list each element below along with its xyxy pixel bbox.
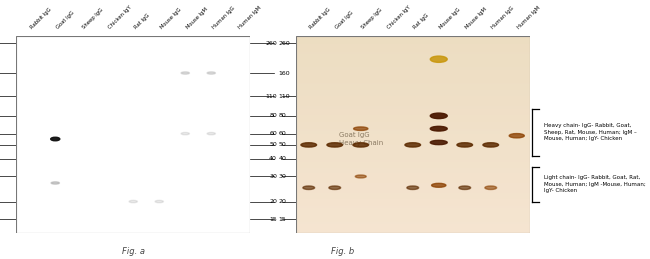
Text: Mouse IgM: Mouse IgM	[185, 7, 209, 30]
Ellipse shape	[329, 186, 341, 190]
Text: Human IgM: Human IgM	[517, 5, 541, 30]
Ellipse shape	[353, 143, 369, 147]
Ellipse shape	[129, 200, 137, 203]
Text: Goat IgG: Goat IgG	[335, 11, 354, 30]
Ellipse shape	[509, 134, 525, 138]
Text: 15: 15	[269, 217, 277, 222]
Text: 30: 30	[269, 174, 277, 179]
Text: 80: 80	[278, 113, 286, 118]
Ellipse shape	[457, 143, 473, 147]
Text: 50: 50	[278, 142, 286, 147]
Text: 20: 20	[278, 199, 286, 204]
Text: Mouse IgM: Mouse IgM	[465, 7, 488, 30]
Text: Human IgG: Human IgG	[491, 6, 515, 30]
Ellipse shape	[483, 143, 499, 147]
Ellipse shape	[356, 175, 366, 178]
Ellipse shape	[181, 132, 189, 135]
Text: 30: 30	[278, 174, 286, 179]
Text: Sheep IgG: Sheep IgG	[361, 8, 384, 30]
Ellipse shape	[430, 126, 447, 131]
Ellipse shape	[327, 143, 343, 147]
Text: 160: 160	[278, 70, 290, 76]
Ellipse shape	[51, 137, 60, 141]
Text: Rabbit IgG: Rabbit IgG	[309, 7, 332, 30]
Ellipse shape	[432, 183, 446, 187]
Text: Chicken IgY: Chicken IgY	[107, 5, 133, 30]
Text: Rat IgG: Rat IgG	[413, 13, 430, 30]
Text: Sheep IgG: Sheep IgG	[81, 8, 104, 30]
Text: 15: 15	[278, 217, 286, 222]
Ellipse shape	[407, 186, 419, 190]
Text: Chicken IgY: Chicken IgY	[387, 5, 412, 30]
Text: 40: 40	[278, 156, 286, 161]
Text: Goat IgG
Heavy Chain: Goat IgG Heavy Chain	[339, 132, 384, 146]
Text: 20: 20	[269, 199, 277, 204]
Ellipse shape	[181, 72, 189, 74]
Ellipse shape	[430, 140, 447, 145]
Ellipse shape	[155, 200, 163, 203]
Text: 260: 260	[278, 40, 290, 46]
Text: Fig. a: Fig. a	[122, 247, 145, 256]
Text: Rat IgG: Rat IgG	[133, 13, 151, 30]
Ellipse shape	[485, 186, 497, 190]
Text: 110: 110	[278, 94, 290, 99]
Text: Light chain- IgG- Rabbit, Goat, Rat,
Mouse, Human; IgM -Mouse, Human;
IgY- Chick: Light chain- IgG- Rabbit, Goat, Rat, Mou…	[544, 175, 645, 193]
Text: Human IgM: Human IgM	[237, 5, 262, 30]
Text: Goat IgG: Goat IgG	[55, 11, 75, 30]
Text: Human IgG: Human IgG	[211, 6, 236, 30]
Ellipse shape	[207, 132, 215, 135]
Text: 40: 40	[269, 156, 277, 161]
Text: 110: 110	[265, 94, 277, 99]
Text: 60: 60	[269, 131, 277, 136]
Ellipse shape	[459, 186, 471, 190]
Text: Mouse IgG: Mouse IgG	[439, 7, 462, 30]
Ellipse shape	[354, 127, 368, 131]
Text: Mouse IgG: Mouse IgG	[159, 7, 182, 30]
Ellipse shape	[430, 113, 447, 119]
Ellipse shape	[430, 56, 447, 62]
Ellipse shape	[303, 186, 315, 190]
Ellipse shape	[51, 182, 59, 184]
Text: 80: 80	[269, 113, 277, 118]
Text: 60: 60	[278, 131, 286, 136]
Ellipse shape	[405, 143, 421, 147]
Text: Heavy chain- IgG- Rabbit, Goat,
Sheep, Rat, Mouse, Human; IgM –
Mouse, Human; Ig: Heavy chain- IgG- Rabbit, Goat, Sheep, R…	[544, 123, 636, 141]
Ellipse shape	[207, 72, 215, 74]
Text: Rabbit IgG: Rabbit IgG	[29, 7, 52, 30]
Ellipse shape	[301, 143, 317, 147]
Text: 260: 260	[265, 40, 277, 46]
Text: Fig. b: Fig. b	[331, 247, 354, 256]
Text: 50: 50	[269, 142, 277, 147]
